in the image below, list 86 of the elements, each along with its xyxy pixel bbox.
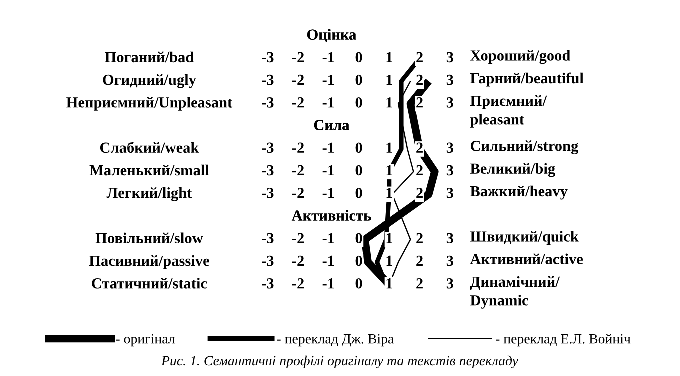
y2-tick-label: Швидкий/quick	[470, 231, 579, 245]
text: -3	[262, 233, 274, 244]
text: 2	[416, 233, 423, 244]
y2-tick-label: Сильний/strong	[470, 140, 579, 155]
text: -2	[292, 165, 304, 176]
x-tick-label: -2	[292, 52, 304, 62]
text: 1	[386, 98, 392, 108]
y2-tick-label: Хороший/good	[470, 50, 571, 64]
text: 2	[416, 256, 423, 266]
text: 3	[446, 188, 454, 198]
text: -2	[292, 74, 304, 86]
y-tick-label: Активність	[292, 210, 372, 221]
text: 1	[386, 233, 392, 244]
text: -3	[262, 142, 274, 154]
y-tick-label: Повільний/slow	[96, 232, 204, 244]
x-tick-label: 1	[386, 52, 392, 62]
text: -1	[322, 98, 334, 108]
text: -1	[322, 142, 334, 153]
text: 1	[386, 74, 392, 86]
y-tick-label: Маленький/small	[90, 164, 210, 176]
y2-tick-label: Важкий/heavy	[470, 186, 568, 200]
text: 0	[356, 74, 362, 86]
text: 2	[416, 188, 423, 198]
text: -3	[262, 256, 274, 266]
text: -3	[262, 165, 274, 176]
text: 3	[446, 278, 454, 289]
text: -1	[322, 188, 334, 198]
text: 1	[386, 142, 392, 153]
text: -2	[292, 278, 304, 289]
text: 0	[356, 256, 362, 266]
text: -2	[292, 142, 304, 153]
text: 3	[446, 98, 454, 108]
text: 2	[416, 165, 423, 176]
text: 3	[446, 233, 454, 244]
y2-tick-label: Активний/active	[470, 254, 584, 264]
text: -1	[322, 165, 334, 176]
y-tick-label: Неприємний/Unpleasant	[66, 97, 233, 111]
legend-label: - переклад Е.Л. Войніч	[496, 334, 631, 347]
text: 0	[356, 142, 362, 154]
text: -2	[292, 256, 304, 266]
text: -1	[322, 74, 334, 86]
text: -1	[322, 233, 334, 244]
text: 3	[446, 256, 454, 266]
text: -3	[262, 278, 274, 289]
x-tick-label: 3	[446, 52, 454, 63]
y-tick-label: Сила	[314, 120, 350, 130]
y-tick-label: Пасивний/passive	[89, 255, 210, 270]
text: 0	[356, 165, 362, 176]
y-tick-label: Оцінка	[307, 29, 356, 42]
text: -3	[262, 74, 274, 86]
x-tick-label: 0	[356, 52, 362, 63]
text: 2	[416, 278, 423, 289]
text: -3	[262, 98, 274, 108]
y2-tick-label: Великий/big	[470, 163, 556, 178]
y2-tick-label: Приємний/ pleasant	[470, 95, 548, 128]
x-tick-label: -1	[322, 52, 334, 62]
text: Рис. 1. Семантичні профілі оригіналу та текстів перекладу	[161, 356, 519, 368]
text: -2	[292, 233, 304, 244]
y2-tick-label: Гарний/beautiful	[470, 72, 584, 87]
text: 3	[446, 165, 454, 176]
legend-label: - оригінал	[116, 334, 175, 347]
text: 0	[356, 98, 362, 108]
y-tick-label: Огидний/ugly	[103, 74, 196, 88]
text: 2	[416, 98, 423, 108]
text: 3	[446, 142, 454, 154]
x-tick-label: -3	[262, 52, 274, 63]
text: -1	[322, 256, 334, 266]
text: -1	[322, 278, 334, 289]
text: -3	[262, 188, 274, 198]
text: 0	[356, 278, 362, 289]
y-tick-label: Статичний/static	[92, 278, 208, 289]
y-tick-label: Легкий/light	[106, 187, 192, 202]
text: -2	[292, 188, 304, 198]
text: -2	[292, 98, 304, 108]
text: 0	[356, 233, 362, 244]
y-tick-label: Слабкий/weak	[100, 142, 200, 154]
x-tick-label: 2	[416, 52, 423, 62]
text: 1	[386, 256, 392, 266]
text: 1	[386, 188, 392, 198]
y-tick-label: Поганий/bad	[105, 52, 194, 63]
y2-tick-label: Динамічний/ Dynamic	[470, 276, 560, 309]
text: 0	[356, 188, 362, 198]
text: 3	[446, 74, 454, 86]
text: 1	[386, 165, 392, 176]
text: 2	[416, 74, 423, 86]
legend-label: - переклад Дж. Віра	[277, 334, 394, 347]
